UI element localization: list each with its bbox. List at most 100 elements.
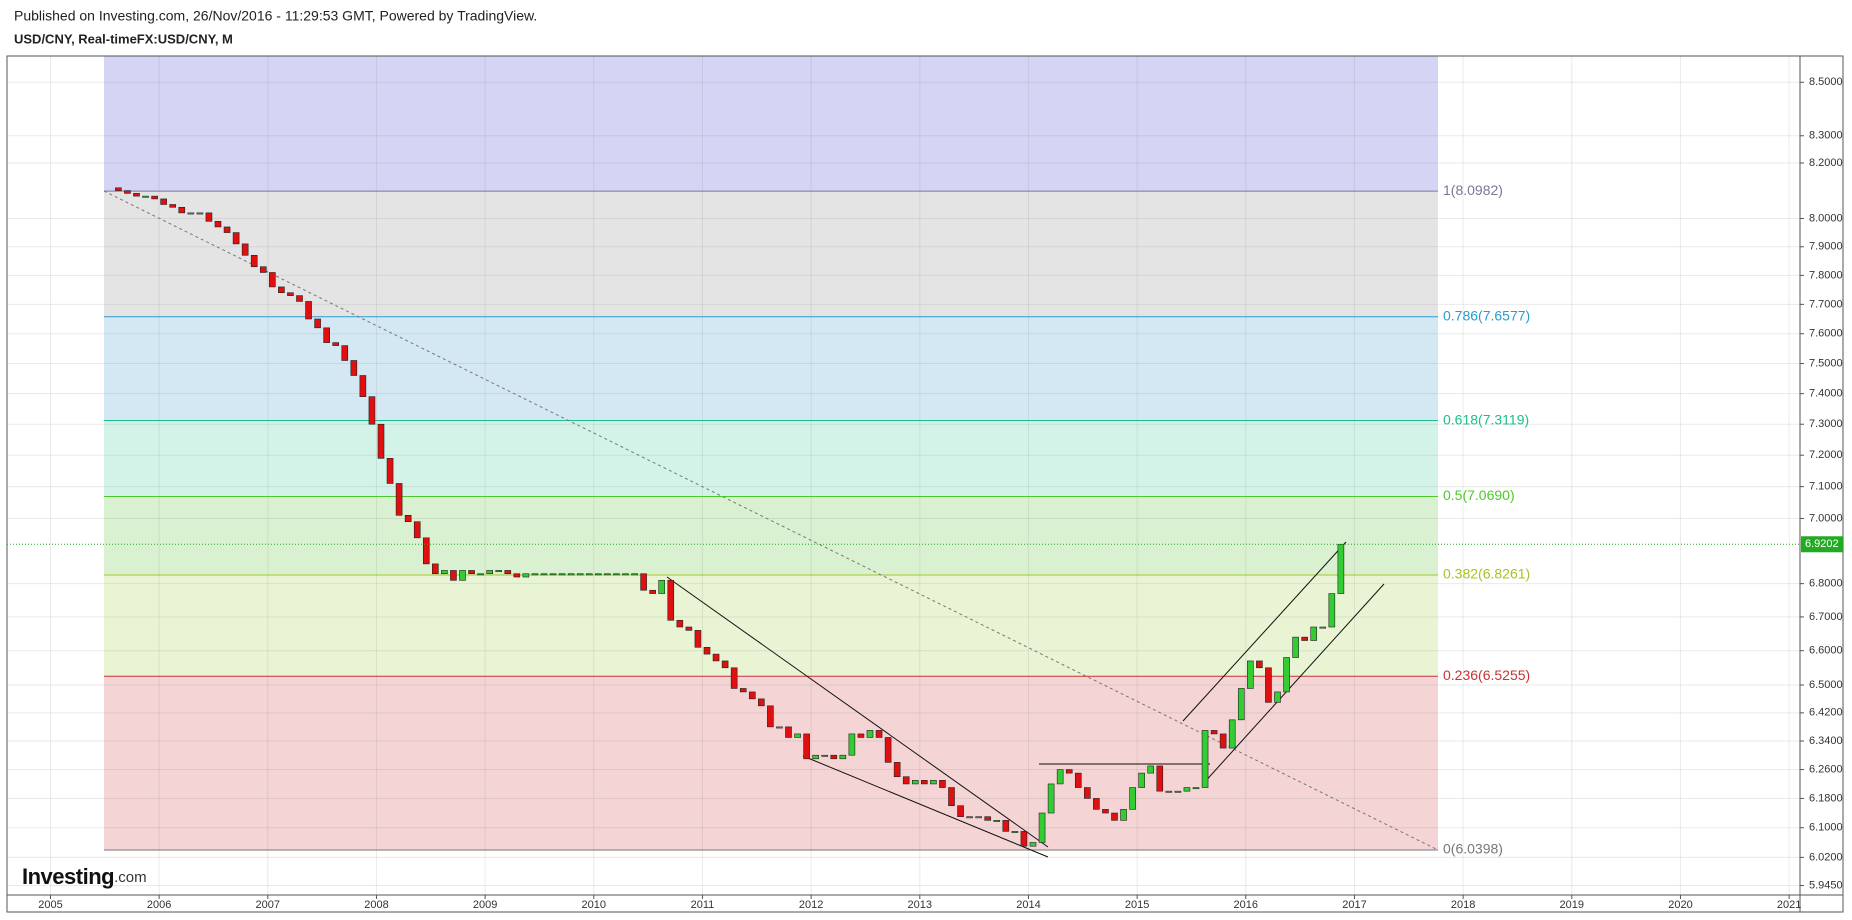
- candle-body: [522, 573, 530, 578]
- candle-body: [839, 754, 847, 760]
- candle-body: [1192, 787, 1200, 790]
- candle-body: [1265, 667, 1272, 703]
- x-tick-label: 2015: [1125, 899, 1149, 911]
- grid: [7, 56, 1800, 895]
- candle-body: [169, 204, 177, 208]
- fib-band: [104, 316, 1438, 421]
- candle-body: [214, 220, 222, 228]
- y-tick-label: 7.8000: [1809, 269, 1843, 281]
- y-tick-label: 8.0000: [1809, 212, 1843, 224]
- candle-body: [866, 730, 874, 738]
- published-note: Published on Investing.com, 26/Nov/2016 …: [14, 8, 537, 24]
- candle-body: [758, 698, 765, 707]
- candle-body: [196, 212, 204, 215]
- last-price-label: 6.9202: [1805, 538, 1839, 550]
- candle-body: [1274, 691, 1281, 703]
- candle-body: [1138, 772, 1145, 788]
- y-tick-label: 6.3400: [1809, 735, 1843, 747]
- candle-body: [812, 754, 819, 760]
- candle-body: [685, 626, 693, 631]
- x-tick-label: 2005: [38, 899, 62, 911]
- candle-body: [1319, 626, 1327, 629]
- candle-body: [495, 570, 503, 572]
- candle-body: [377, 423, 385, 459]
- candle-body: [848, 733, 856, 756]
- candle-body: [1292, 636, 1299, 658]
- candle-body: [1174, 790, 1182, 793]
- candle-body: [966, 816, 973, 819]
- candle-body: [1283, 657, 1290, 693]
- candle-body: [821, 754, 829, 757]
- candle-body: [993, 820, 1001, 822]
- y-tick-label: 8.5000: [1809, 76, 1843, 88]
- axes: 5.9450 6.0200 6.1000 6.1800 6.2600 6.3400 6.42…: [6, 55, 1844, 913]
- candle-body: [1210, 730, 1218, 735]
- candle-body: [1065, 769, 1073, 774]
- y-tick-label: 7.3000: [1809, 418, 1843, 430]
- y-tick-label: 6.6000: [1809, 645, 1843, 657]
- candle-body: [1056, 769, 1064, 785]
- drawings: [666, 541, 1385, 858]
- fib-band: [104, 56, 1438, 192]
- candle-body: [1120, 809, 1127, 821]
- x-tick-label: 2011: [691, 899, 715, 911]
- candle-body: [984, 816, 992, 821]
- candle-body: [1247, 660, 1254, 689]
- candle-body: [875, 730, 883, 738]
- candle-body: [884, 737, 892, 763]
- candle-body: [386, 458, 394, 484]
- candle-body: [911, 780, 919, 785]
- candle-body: [1011, 831, 1019, 833]
- candle-body: [459, 570, 466, 581]
- candle-body: [948, 787, 955, 807]
- candle-body: [939, 780, 946, 788]
- candle-body: [748, 691, 756, 700]
- candle-body: [241, 243, 249, 256]
- x-tick-label: 2019: [1560, 899, 1584, 911]
- candle-body: [567, 573, 575, 576]
- candle-body: [1165, 790, 1173, 793]
- candle-body: [1111, 812, 1118, 821]
- candle-body: [712, 653, 720, 662]
- candle-body: [703, 647, 711, 655]
- x-tick-label: 2014: [1016, 899, 1040, 911]
- candle-body: [604, 573, 611, 576]
- logo-name: Investing: [22, 864, 114, 889]
- x-tick-label: 2012: [799, 899, 823, 911]
- candle-body: [486, 570, 493, 575]
- candle-body: [1093, 798, 1100, 810]
- candle-body: [413, 521, 421, 539]
- x-tick-label: 2018: [1451, 899, 1475, 911]
- candle-body: [930, 780, 937, 785]
- candle-body: [314, 318, 321, 329]
- y-tick-label: 6.5000: [1809, 679, 1843, 691]
- candle-body: [540, 573, 548, 576]
- candle-body: [721, 660, 729, 669]
- y-tick-label: 6.7000: [1809, 611, 1843, 623]
- candle-body: [332, 342, 340, 346]
- logo: Investing.com: [22, 864, 147, 889]
- candle-body: [531, 573, 539, 576]
- x-tick-label: 2006: [147, 899, 171, 911]
- candle-body: [350, 360, 358, 376]
- candle-body: [893, 762, 901, 778]
- candle-body: [1084, 787, 1091, 799]
- y-tick-label: 6.4200: [1809, 707, 1843, 719]
- y-tick-label: 8.3000: [1809, 130, 1843, 142]
- candle-body: [178, 206, 186, 214]
- y-tick-label: 7.9000: [1809, 241, 1843, 253]
- candle-body: [975, 816, 982, 819]
- candle-body: [359, 375, 367, 397]
- candle-body: [1237, 688, 1245, 721]
- candle-body: [1147, 765, 1155, 774]
- candle-body: [133, 193, 140, 197]
- fib-label: 0.236(6.5255): [1443, 667, 1530, 683]
- candle-body: [803, 733, 810, 760]
- candle-body: [576, 573, 584, 576]
- y-tick-label: 7.2000: [1809, 449, 1843, 461]
- candle-body: [341, 345, 349, 361]
- fib-band: [104, 420, 1438, 497]
- candle-body: [1301, 636, 1308, 641]
- fib-band: [104, 676, 1438, 850]
